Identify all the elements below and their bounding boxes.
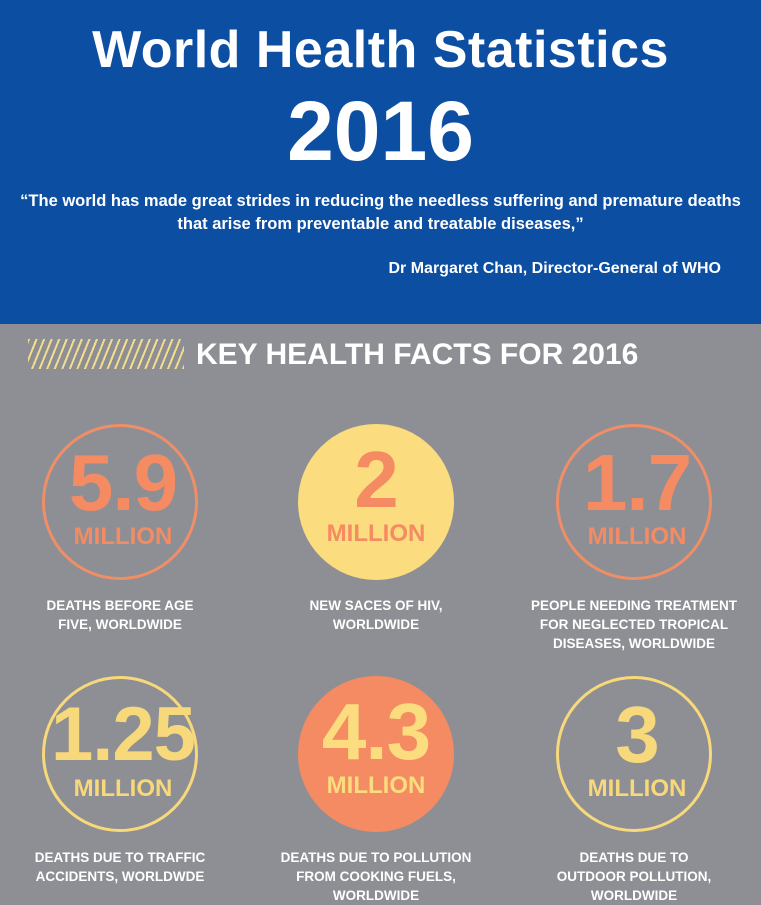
fact-circle: 1.25 MILLION	[42, 676, 198, 832]
fact-value: 2	[354, 435, 399, 524]
fact-circle: 3 MILLION	[556, 676, 712, 832]
quote-attribution: Dr Margaret Chan, Director-General of WH…	[388, 260, 722, 277]
header-banner: World Health Statistics 2016 “The world …	[0, 0, 761, 324]
page-year: 2016	[287, 84, 474, 178]
fact-unit: MILLION	[587, 775, 687, 802]
fact-caption: DEATHS DUE TO OUTDOOR POLLUTION, WORLDWI…	[556, 850, 712, 903]
fact-caption: DEATHS DUE TO POLLUTION FROM COOKING FUE…	[280, 850, 472, 903]
quote-text: “The world has made great strides in red…	[20, 192, 741, 233]
fact-caption: NEW SACES OF HIV, WORLDWIDE	[309, 598, 443, 632]
fact-unit: MILLION	[326, 772, 426, 799]
fact-unit: MILLION	[587, 523, 687, 550]
hatch-decoration	[28, 339, 184, 369]
fact-unit: MILLION	[73, 775, 173, 802]
fact-unit: MILLION	[73, 523, 173, 550]
fact-value: 3	[615, 690, 660, 779]
fact-caption: PEOPLE NEEDING TREATMENT FOR NEGLECTED T…	[530, 598, 737, 651]
fact-circle: 4.3 MILLION	[298, 676, 454, 832]
fact-caption: DEATHS BEFORE AGE FIVE, WORLDWIDE	[46, 598, 194, 632]
fact-caption: DEATHS DUE TO TRAFFIC ACCIDENTS, WORLDWD…	[34, 850, 206, 884]
page-title: World Health Statistics	[92, 21, 669, 79]
fact-circle: 5.9 MILLION	[42, 424, 198, 580]
fact-value: 5.9	[68, 438, 178, 527]
fact-circle: 1.7 MILLION	[556, 424, 712, 580]
fact-value: 4.3	[321, 687, 431, 776]
fact-value: 1.7	[582, 438, 692, 527]
fact-unit: MILLION	[326, 520, 426, 547]
facts-heading-row: KEY HEALTH FACTS FOR 2016	[28, 336, 748, 376]
fact-circle: 2 MILLION	[298, 424, 454, 580]
facts-heading: KEY HEALTH FACTS FOR 2016	[196, 338, 639, 371]
fact-value: 1.25	[51, 692, 196, 777]
